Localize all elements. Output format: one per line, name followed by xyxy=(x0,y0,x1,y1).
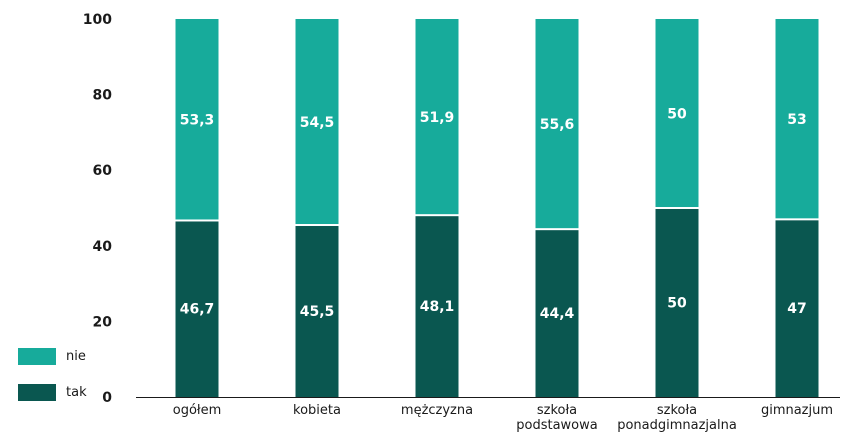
bar-tak-4 xyxy=(655,208,699,397)
legend-label-nie: nie xyxy=(66,348,86,364)
data-label-nie-1: 54,5 xyxy=(300,115,335,131)
x-tick-label-2-0: mężczyzna xyxy=(401,403,473,418)
legend-swatch-tak xyxy=(18,383,56,401)
data-label-nie-0: 53,3 xyxy=(180,113,215,129)
bar-tak-2 xyxy=(415,215,459,397)
y-tick-label-20: 20 xyxy=(93,314,113,330)
data-label-tak-2: 48,1 xyxy=(420,299,455,315)
data-label-nie-4: 50 xyxy=(667,107,687,123)
x-tick-label-4-0: szkoła xyxy=(657,403,697,418)
legend-item-tak: tak xyxy=(18,382,118,402)
bar-nie-0 xyxy=(175,19,219,221)
y-tick-label-80: 80 xyxy=(93,88,113,104)
legend-swatch-nie xyxy=(18,347,56,365)
segment-separator-2 xyxy=(415,214,459,217)
segment-separator-5 xyxy=(775,218,819,221)
bar-nie-5 xyxy=(775,19,819,220)
bar-nie-4 xyxy=(655,19,699,208)
y-tick-label-0: 0 xyxy=(102,390,112,406)
segment-separator-3 xyxy=(535,228,579,231)
bar-nie-3 xyxy=(535,19,579,230)
segment-separator-1 xyxy=(295,224,339,227)
y-tick-label-60: 60 xyxy=(93,163,113,179)
data-label-tak-0: 46,7 xyxy=(180,302,215,318)
x-tick-label-3-0: szkoła xyxy=(537,403,577,418)
data-label-tak-3: 44,4 xyxy=(540,306,575,322)
data-label-tak-1: 45,5 xyxy=(300,304,335,320)
y-tick-label-40: 40 xyxy=(93,239,113,255)
bar-tak-0 xyxy=(175,220,219,397)
y-tick-label-100: 100 xyxy=(83,12,112,28)
legend-label-tak: tak xyxy=(66,384,87,400)
x-tick-label-4-1: ponadgimnazjalna xyxy=(617,418,737,433)
segment-separator-4 xyxy=(655,207,699,209)
x-tick-label-0-0: ogółem xyxy=(173,403,222,418)
data-label-nie-3: 55,6 xyxy=(540,117,575,133)
data-label-nie-2: 51,9 xyxy=(420,110,455,126)
data-label-nie-5: 53 xyxy=(787,112,806,128)
x-tick-label-3-1: podstawowa xyxy=(516,418,597,433)
x-tick-label-5-0: gimnazjum xyxy=(761,403,833,418)
bar-nie-2 xyxy=(415,19,459,216)
x-tick-label-1-0: kobieta xyxy=(293,403,341,418)
legend-item-nie: nie xyxy=(18,346,118,366)
bar-tak-5 xyxy=(775,219,819,397)
data-label-tak-4: 50 xyxy=(667,296,687,312)
bar-nie-1 xyxy=(295,19,339,226)
bar-tak-1 xyxy=(295,225,339,397)
segment-separator-0 xyxy=(175,219,219,222)
bar-tak-3 xyxy=(535,229,579,397)
data-label-tak-5: 47 xyxy=(787,301,806,317)
